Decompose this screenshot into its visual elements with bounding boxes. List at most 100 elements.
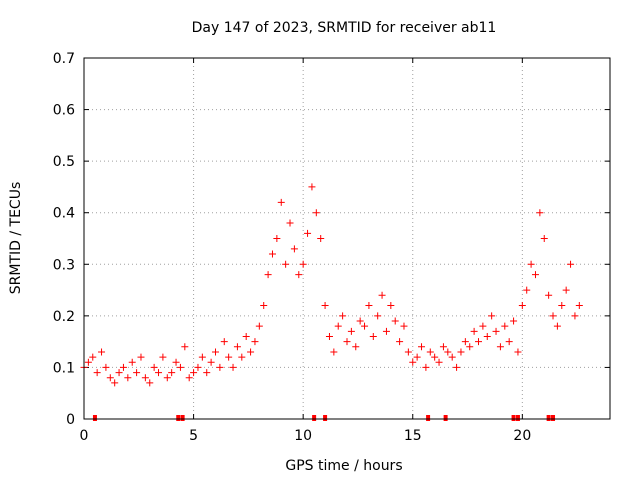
data-point xyxy=(203,369,211,377)
data-point xyxy=(207,358,215,366)
data-point xyxy=(304,229,312,237)
data-point xyxy=(212,348,219,356)
data-point xyxy=(540,235,548,242)
data-point xyxy=(242,332,250,340)
data-point xyxy=(98,348,106,356)
data-point xyxy=(255,322,263,330)
data-point xyxy=(448,353,456,361)
data-point xyxy=(413,353,421,361)
gap-marker xyxy=(323,415,328,421)
gap-marker xyxy=(180,415,185,421)
data-point xyxy=(549,312,557,320)
data-point xyxy=(496,343,504,351)
data-point xyxy=(501,322,509,330)
data-point xyxy=(264,271,272,279)
data-point xyxy=(404,348,412,356)
data-point xyxy=(400,322,408,330)
data-point xyxy=(299,260,307,268)
data-point xyxy=(387,302,395,310)
data-point xyxy=(396,338,404,346)
data-point xyxy=(115,369,123,377)
data-point xyxy=(190,369,198,377)
data-point xyxy=(514,348,522,356)
data-point xyxy=(312,209,320,217)
data-point xyxy=(461,338,469,346)
gap-marker xyxy=(92,415,97,421)
data-point xyxy=(181,343,189,351)
y-tick-label: 0 xyxy=(66,412,75,428)
data-point xyxy=(334,322,342,330)
data-point xyxy=(93,369,101,377)
data-point xyxy=(347,327,355,335)
y-tick-label: 0.6 xyxy=(53,103,75,119)
data-point xyxy=(567,260,575,268)
data-point xyxy=(102,363,110,371)
data-point xyxy=(286,219,294,227)
data-point xyxy=(553,322,561,330)
data-point xyxy=(106,374,114,382)
data-point xyxy=(137,353,145,361)
y-tick-label: 0.7 xyxy=(53,51,75,67)
gap-marker xyxy=(546,415,551,421)
data-point xyxy=(163,374,171,382)
data-point xyxy=(466,343,474,351)
data-point xyxy=(247,348,255,356)
tick-labels: 0 5 10 15 20 0 0.1 0.2 0.3 0.4 0.5 0.6 0.7 xyxy=(53,51,532,444)
data-point xyxy=(220,338,228,346)
data-point xyxy=(89,353,97,361)
data-point xyxy=(146,379,154,387)
data-point xyxy=(523,286,531,294)
data-point xyxy=(356,317,364,325)
data-point xyxy=(426,348,434,356)
data-point xyxy=(488,312,496,320)
data-point xyxy=(558,302,566,310)
data-point xyxy=(545,291,553,299)
data-point xyxy=(172,358,180,366)
data-point xyxy=(457,348,465,356)
data-point xyxy=(492,327,500,335)
gap-marker xyxy=(312,415,317,421)
data-point xyxy=(505,338,513,346)
data-point xyxy=(409,358,417,366)
y-tick-label: 0.3 xyxy=(53,257,75,273)
data-point xyxy=(290,245,298,253)
data-point xyxy=(518,302,526,310)
data-point xyxy=(352,343,360,351)
data-point xyxy=(119,363,127,371)
data-point xyxy=(365,302,373,310)
data-point xyxy=(444,348,452,356)
data-point xyxy=(251,338,259,346)
y-tick-label: 0.1 xyxy=(53,360,75,376)
data-point xyxy=(575,302,583,310)
data-point xyxy=(527,260,535,268)
y-tick-label: 0.5 xyxy=(53,154,75,170)
gap-markers xyxy=(92,415,556,421)
data-point xyxy=(176,363,184,371)
data-point xyxy=(369,332,377,340)
data-point xyxy=(155,369,163,377)
data-point xyxy=(273,235,281,242)
gap-marker xyxy=(511,415,516,421)
grid-lines xyxy=(84,58,610,419)
data-point xyxy=(439,343,447,351)
data-point xyxy=(391,317,399,325)
y-axis-label: SRMTID / TECUs xyxy=(8,182,24,295)
data-point xyxy=(470,327,478,335)
data-point xyxy=(339,312,347,320)
data-point xyxy=(431,353,439,361)
data-point xyxy=(418,343,426,351)
data-point xyxy=(317,235,325,242)
axis-ticks xyxy=(83,57,610,420)
x-tick-label: 15 xyxy=(404,428,422,444)
x-tick-label: 5 xyxy=(189,428,198,444)
data-point xyxy=(531,271,539,279)
data-point xyxy=(453,363,461,371)
data-point xyxy=(479,322,487,330)
data-point xyxy=(260,302,268,310)
data-point xyxy=(133,369,141,377)
data-point xyxy=(435,358,443,366)
gap-marker xyxy=(426,415,431,421)
data-point xyxy=(308,183,316,191)
data-point xyxy=(562,286,570,294)
